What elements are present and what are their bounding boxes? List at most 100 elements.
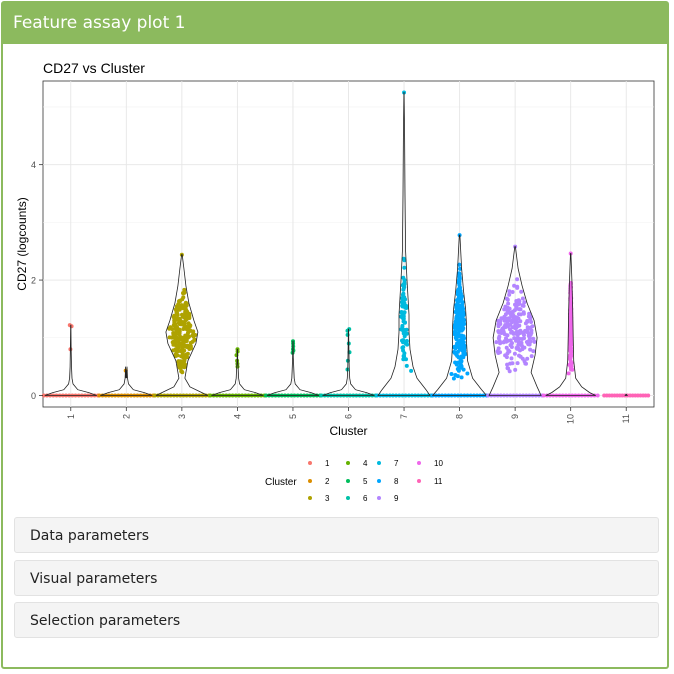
x-tick-label: 5 bbox=[288, 414, 298, 419]
data-point bbox=[179, 354, 184, 359]
data-point bbox=[460, 336, 465, 341]
data-point bbox=[506, 301, 511, 306]
data-point bbox=[401, 313, 405, 318]
data-point bbox=[189, 346, 193, 351]
data-point bbox=[185, 355, 190, 360]
data-point bbox=[401, 256, 406, 261]
violin-cluster-4 bbox=[211, 348, 264, 396]
data-point bbox=[181, 338, 186, 343]
data-point bbox=[568, 337, 573, 342]
data-point bbox=[184, 303, 189, 308]
x-axis-title: Cluster bbox=[329, 424, 367, 438]
selection-parameters-section[interactable]: Selection parameters bbox=[14, 602, 659, 638]
data-point bbox=[173, 307, 178, 312]
data-point bbox=[499, 316, 504, 321]
legend-key bbox=[346, 479, 350, 483]
data-point bbox=[512, 308, 517, 313]
data-point bbox=[496, 329, 501, 334]
data-point bbox=[461, 347, 465, 352]
data-point bbox=[400, 292, 405, 297]
data-point bbox=[170, 335, 174, 340]
data-parameters-section[interactable]: Data parameters bbox=[14, 517, 659, 553]
data-point bbox=[401, 275, 406, 280]
data-point bbox=[527, 311, 532, 316]
data-point bbox=[69, 324, 74, 329]
data-point bbox=[401, 338, 406, 343]
data-point bbox=[457, 299, 462, 304]
data-point bbox=[167, 326, 172, 331]
data-point bbox=[458, 320, 463, 325]
data-point bbox=[517, 299, 522, 304]
data-point bbox=[173, 318, 178, 323]
x-tick-label: 1 bbox=[66, 414, 76, 419]
legend-label: 3 bbox=[325, 494, 330, 503]
legend-label: 1 bbox=[325, 459, 330, 468]
data-point bbox=[401, 287, 406, 292]
data-point bbox=[183, 362, 187, 367]
data-point bbox=[455, 374, 460, 379]
data-point bbox=[461, 351, 466, 356]
violin-cluster-5 bbox=[266, 340, 320, 396]
violin-cluster-8 bbox=[431, 234, 488, 396]
data-point bbox=[454, 362, 459, 367]
data-point bbox=[452, 332, 457, 337]
data-point bbox=[460, 300, 465, 305]
data-point bbox=[457, 282, 462, 287]
data-point bbox=[456, 295, 461, 300]
data-point bbox=[528, 332, 533, 337]
data-point bbox=[401, 283, 406, 288]
data-point bbox=[178, 342, 183, 347]
data-point bbox=[152, 393, 157, 398]
data-point bbox=[515, 335, 520, 340]
data-point bbox=[402, 310, 407, 315]
data-point bbox=[497, 339, 502, 344]
legend-key bbox=[346, 461, 350, 465]
x-tick-label: 8 bbox=[455, 414, 465, 419]
data-point bbox=[456, 312, 461, 317]
data-point bbox=[400, 323, 405, 328]
data-point bbox=[452, 350, 457, 354]
data-point bbox=[404, 306, 409, 310]
data-point bbox=[527, 336, 532, 340]
data-point bbox=[517, 329, 522, 334]
data-point bbox=[515, 277, 520, 282]
legend-label: 5 bbox=[363, 477, 368, 486]
legend-title: Cluster bbox=[265, 477, 297, 488]
data-point bbox=[529, 354, 534, 359]
data-point bbox=[520, 303, 525, 308]
violin-plot[interactable]: CD27 vs Cluster 0 2 4 1 2 3 4 5 6 7 8 9 10 11 Cluster C… bbox=[13, 51, 659, 511]
x-tick-label: 6 bbox=[344, 414, 354, 419]
x-tick-label: 2 bbox=[121, 414, 131, 419]
data-point bbox=[461, 316, 465, 321]
data-point bbox=[461, 313, 466, 318]
data-point bbox=[568, 365, 573, 370]
data-point bbox=[515, 332, 520, 337]
data-point bbox=[182, 287, 187, 292]
data-point bbox=[264, 393, 268, 398]
data-point bbox=[401, 345, 406, 350]
x-tick-label: 7 bbox=[399, 414, 409, 419]
visual-parameters-section[interactable]: Visual parameters bbox=[14, 560, 659, 596]
legend-label: 9 bbox=[394, 494, 399, 503]
data-point bbox=[452, 325, 457, 330]
data-point bbox=[511, 312, 515, 317]
data-point bbox=[455, 353, 460, 358]
data-point bbox=[507, 306, 512, 311]
data-point bbox=[456, 368, 461, 373]
y-tick-label: 2 bbox=[31, 276, 36, 286]
data-point bbox=[174, 310, 179, 315]
data-point bbox=[402, 265, 407, 270]
data-point bbox=[404, 339, 409, 343]
data-point bbox=[527, 342, 532, 347]
data-point bbox=[509, 356, 514, 361]
data-point bbox=[174, 324, 179, 329]
data-point bbox=[401, 316, 406, 321]
data-point bbox=[402, 328, 407, 332]
data-point bbox=[519, 289, 524, 294]
data-point bbox=[568, 299, 573, 304]
data-point bbox=[458, 327, 463, 332]
data-point bbox=[319, 393, 324, 398]
data-point bbox=[179, 369, 184, 374]
legend-key bbox=[308, 496, 312, 500]
